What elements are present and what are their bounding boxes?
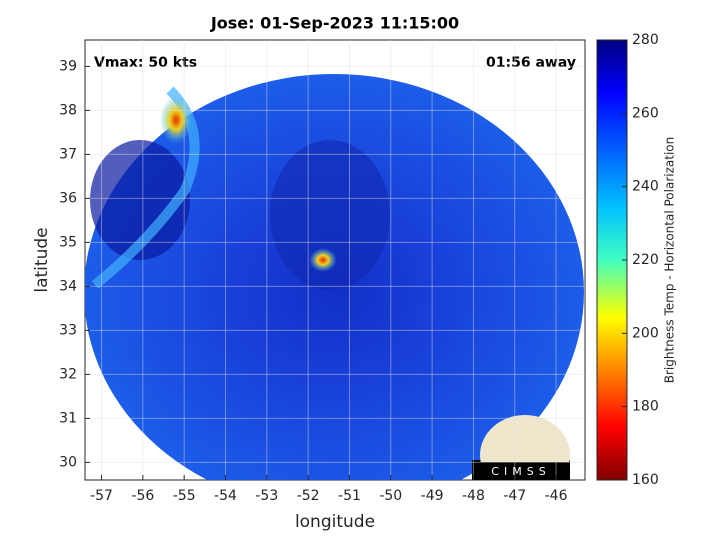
logo-text: CIMSS bbox=[491, 465, 550, 478]
x-tick-label: -47 bbox=[503, 488, 526, 504]
colorbar-tick-label: 160 bbox=[632, 472, 659, 488]
colorbar-tick-label: 220 bbox=[632, 252, 659, 268]
x-tick-label: -52 bbox=[297, 488, 320, 504]
y-tick-label: 32 bbox=[59, 366, 77, 382]
x-tick-label: -50 bbox=[379, 488, 402, 504]
x-tick-label: -57 bbox=[90, 488, 113, 504]
y-tick-label: 37 bbox=[59, 146, 77, 162]
colorbar-tick-label: 240 bbox=[632, 179, 659, 195]
x-tick-label: -48 bbox=[462, 488, 485, 504]
x-tick-label: -54 bbox=[214, 488, 237, 504]
y-tick-label: 31 bbox=[59, 410, 77, 426]
y-tick-label: 39 bbox=[59, 58, 77, 74]
y-tick-label: 34 bbox=[59, 278, 77, 294]
x-axis-label: longitude bbox=[295, 512, 375, 532]
colorbar-tick-label: 200 bbox=[632, 325, 659, 341]
y-axis-label: latitude bbox=[32, 227, 52, 292]
x-tick-label: -46 bbox=[545, 488, 568, 504]
y-tick-label: 30 bbox=[59, 454, 77, 470]
y-tick-label: 38 bbox=[59, 102, 77, 118]
annotation: 01:56 away bbox=[486, 55, 576, 71]
annotation: Vmax: 50 kts bbox=[94, 55, 197, 71]
colorbar-tick-label: 260 bbox=[632, 105, 659, 121]
y-tick-label: 36 bbox=[59, 190, 77, 206]
y-tick-label: 33 bbox=[59, 322, 77, 338]
chart-title: Jose: 01-Sep-2023 11:15:00 bbox=[210, 14, 459, 33]
y-tick-label: 35 bbox=[59, 234, 77, 250]
x-tick-label: -49 bbox=[421, 488, 444, 504]
colorbar-tick-label: 280 bbox=[632, 32, 659, 48]
satellite-image: CIMSS bbox=[85, 74, 584, 480]
x-tick-label: -51 bbox=[338, 488, 361, 504]
x-tick-label: -55 bbox=[173, 488, 196, 504]
colorbar-tick-label: 180 bbox=[632, 399, 659, 415]
colorbar-label: Brightness Temp - Horizontal Polarizatio… bbox=[663, 137, 677, 384]
x-tick-label: -56 bbox=[131, 488, 154, 504]
x-tick-label: -53 bbox=[255, 488, 278, 504]
